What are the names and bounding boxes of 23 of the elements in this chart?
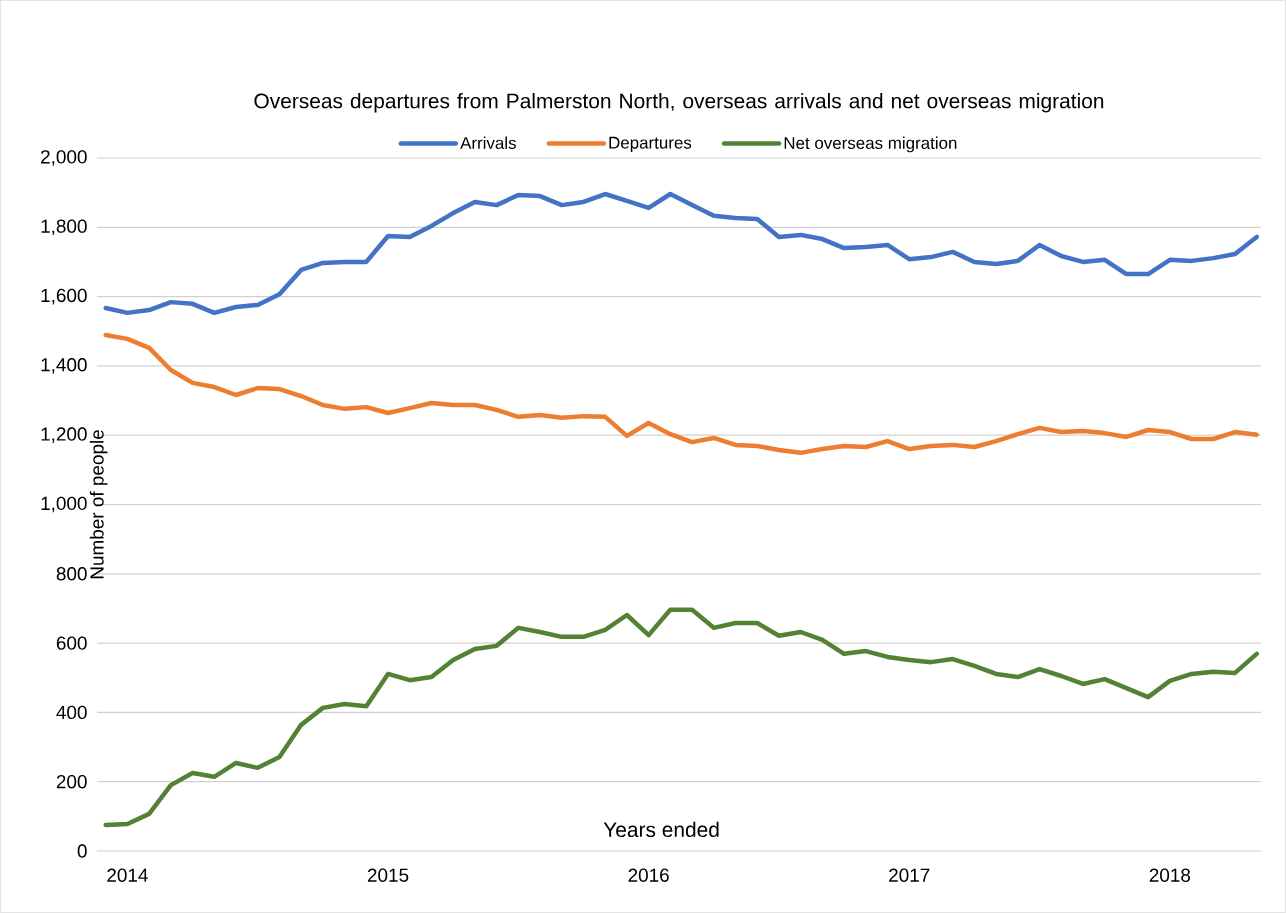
y-axis-title: Number of people xyxy=(89,430,108,579)
y-tick-label: 0 xyxy=(77,844,87,858)
y-tick-label: 1,400 xyxy=(41,358,87,374)
y-tick-label: 400 xyxy=(56,705,87,720)
y-tick-label: 1,800 xyxy=(41,219,87,236)
y-tick-label: 800 xyxy=(56,567,87,581)
x-tick-label: 2014 xyxy=(107,868,148,882)
y-tick-label: 600 xyxy=(56,636,87,650)
legend-label: Departures xyxy=(609,136,692,153)
y-tick-label: 1,600 xyxy=(41,288,87,305)
y-tick-label: 200 xyxy=(56,774,87,789)
x-tick-label: 2015 xyxy=(367,868,409,882)
legend-label: Net overseas migration xyxy=(784,136,957,153)
legend-label: Arrivals xyxy=(460,136,516,150)
y-tick-label: 2,000 xyxy=(41,150,87,166)
y-tick-label: 1,200 xyxy=(41,427,87,443)
x-tick-label: 2016 xyxy=(628,868,669,882)
x-tick-label: 2018 xyxy=(1149,868,1191,882)
chart-title: Overseas departures from Palmerston North, overseas arrivals and net overseas migration xyxy=(254,92,1104,113)
x-axis-title: Years ended xyxy=(603,821,719,838)
x-tick-label: 2017 xyxy=(889,868,930,882)
y-tick-label: 1,000 xyxy=(41,496,87,513)
line-series xyxy=(103,191,1259,316)
